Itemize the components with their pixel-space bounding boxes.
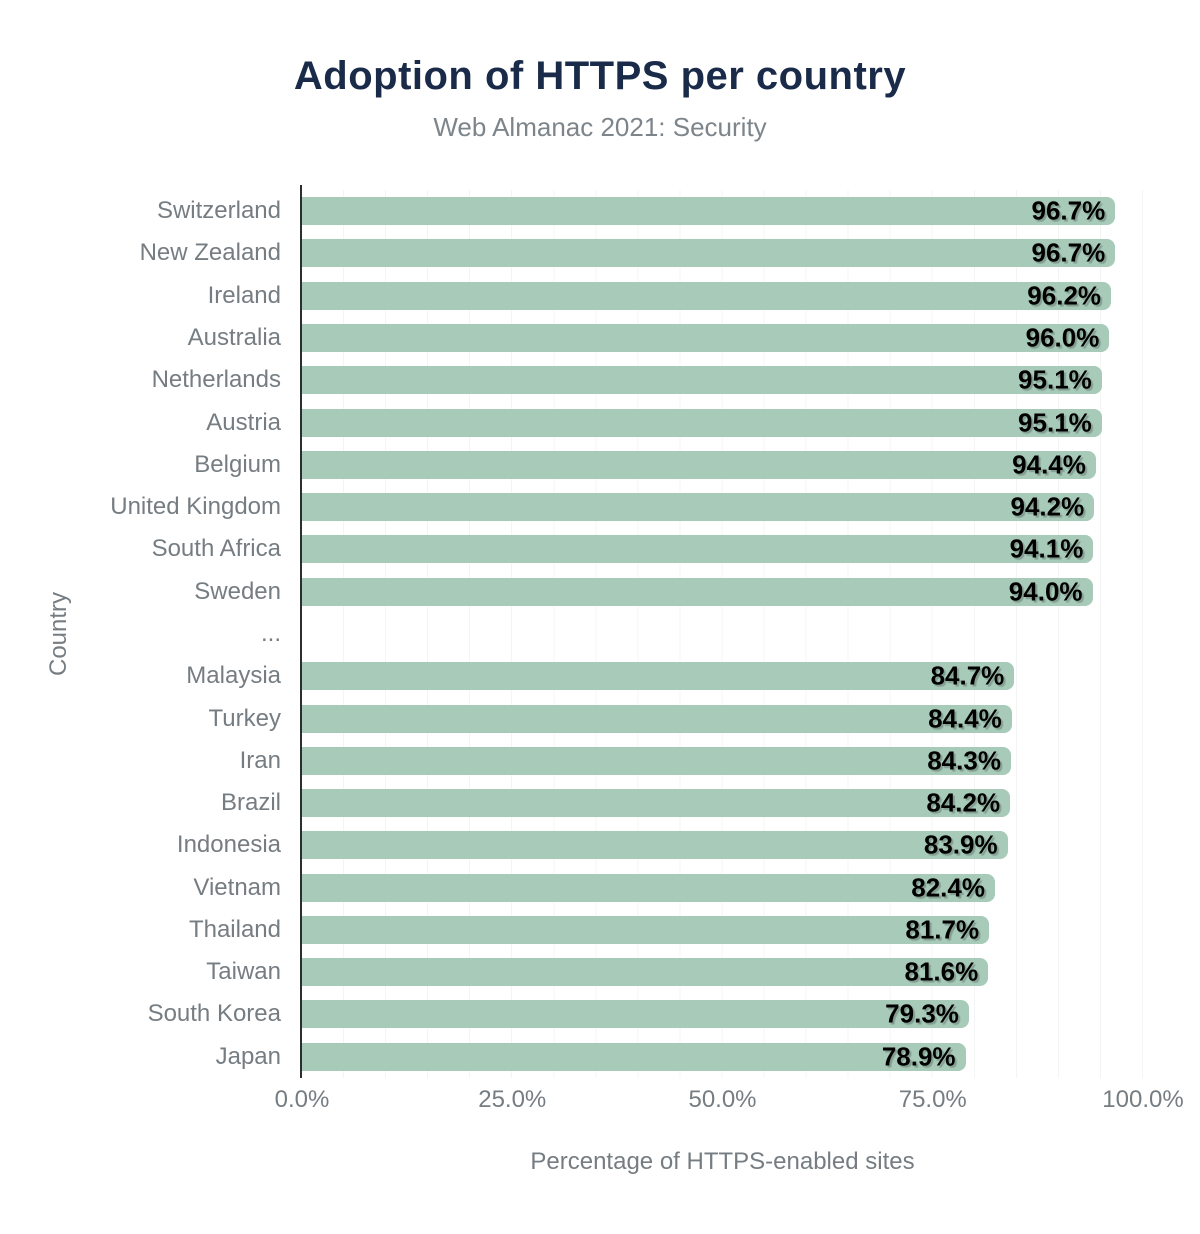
chart-title: Adoption of HTTPS per country: [293, 54, 907, 98]
bar-value-label: 84.3%: [927, 745, 1001, 776]
category-label: South Africa: [151, 535, 281, 563]
category-label: Netherlands: [151, 366, 281, 394]
category-label: Iran: [239, 746, 281, 774]
bar: 95.1%: [302, 407, 1102, 438]
bar-row: 84.2%: [302, 782, 1143, 824]
chart-subtitle: Web Almanac 2021: Security: [433, 112, 767, 142]
bar: 82.4%: [302, 872, 995, 903]
category-label: Brazil: [220, 789, 281, 817]
bar-row: 95.1%: [302, 401, 1143, 443]
bar-value-label: 96.2%: [1027, 280, 1102, 311]
category-label: Taiwan: [206, 958, 281, 986]
category-label: South Korea: [147, 1000, 281, 1028]
category-label: Switzerland: [156, 197, 281, 225]
category-label: Australia: [187, 323, 281, 351]
bar-value-label: 79.3%: [885, 998, 959, 1029]
bar-value-label: 96.7%: [1031, 237, 1106, 268]
x-axis-tick-label: 50.0%: [688, 1086, 757, 1113]
bar: 84.3%: [302, 745, 1011, 776]
bar: 94.0%: [302, 576, 1093, 607]
bar-row: 94.1%: [302, 528, 1143, 570]
bar-value-label: 82.4%: [911, 872, 985, 903]
bar-row: 84.3%: [302, 740, 1143, 782]
bar-row: 96.7%: [302, 190, 1143, 232]
bar-value-label: 81.6%: [904, 956, 979, 987]
bar-row: 84.4%: [302, 697, 1143, 739]
x-axis-tick-label: 0.0%: [274, 1086, 330, 1113]
bar-value-label: 94.4%: [1012, 449, 1086, 480]
bar-value-label: 96.7%: [1031, 195, 1106, 226]
category-label: Turkey: [208, 704, 281, 732]
bar: 79.3%: [302, 998, 969, 1029]
y-axis-line: [300, 185, 302, 1078]
bar-value-label: 96.0%: [1025, 322, 1100, 353]
bar-row: 94.2%: [302, 486, 1143, 528]
y-axis-category-labels: Switzerland New Zealand Ireland Australia Ne…: [0, 190, 292, 1078]
bar-value-label: 78.9%: [881, 1041, 956, 1072]
bar-value-label: 94.1%: [1009, 533, 1084, 564]
bar-value-label: 84.4%: [928, 703, 1002, 734]
bar: 94.4%: [302, 449, 1096, 480]
bar-value-label: 83.9%: [923, 829, 998, 860]
category-label: Austria: [206, 408, 281, 436]
bar-row: 94.0%: [302, 571, 1143, 613]
x-axis-tick-label: 75.0%: [898, 1086, 967, 1113]
bar-row: 95.1%: [302, 359, 1143, 401]
bar: 81.6%: [302, 956, 989, 987]
bar-value-label: 94.0%: [1008, 576, 1083, 607]
category-label: Thailand: [188, 915, 281, 943]
bar-row: 83.9%: [302, 824, 1143, 866]
bar: 95.1%: [302, 364, 1102, 395]
bar-row: 84.7%: [302, 655, 1143, 697]
bar: 84.7%: [302, 660, 1015, 691]
category-label: Vietnam: [193, 873, 281, 901]
bar: 96.7%: [302, 237, 1116, 268]
bar: 94.1%: [302, 533, 1094, 564]
bar-row: 82.4%: [302, 867, 1143, 909]
category-label: New Zealand: [139, 239, 281, 267]
category-label: Sweden: [194, 577, 281, 605]
bar-row: 96.2%: [302, 275, 1143, 317]
bar: 84.4%: [302, 703, 1012, 734]
bar: 78.9%: [302, 1041, 966, 1072]
bar-value-label: 95.1%: [1018, 407, 1092, 438]
bar-value-label: 81.7%: [905, 914, 980, 945]
category-label: Malaysia: [186, 662, 281, 690]
bar-value-label: 95.1%: [1018, 364, 1092, 395]
bar-value-label: 94.2%: [1010, 491, 1085, 522]
bar-row: 78.9%: [302, 1036, 1143, 1078]
bar-row: 96.7%: [302, 232, 1143, 274]
bar-value-label: 84.7%: [930, 660, 1005, 691]
bar-row: 94.4%: [302, 444, 1143, 486]
x-axis-tick-labels: 0.0% 25.0% 50.0% 75.0% 100.0%: [275, 1086, 1184, 1116]
bar-row: 81.7%: [302, 909, 1143, 951]
bar: 94.2%: [302, 491, 1095, 522]
x-axis-tick-label: 100.0%: [1102, 1086, 1184, 1113]
category-label: Belgium: [194, 450, 281, 478]
category-label: Indonesia: [176, 831, 281, 859]
category-label: Japan: [215, 1042, 281, 1070]
bar-value-label: 84.2%: [926, 787, 1001, 818]
bar-row: 81.6%: [302, 951, 1143, 993]
bar-row: [302, 613, 1143, 655]
bar: 81.7%: [302, 914, 990, 945]
bar: 96.7%: [302, 195, 1116, 226]
x-axis-title: Percentage of HTTPS-enabled sites: [530, 1148, 915, 1175]
category-label-ellipsis: ...: [260, 619, 281, 647]
x-axis-tick-label: 25.0%: [478, 1086, 547, 1113]
bar-row: 96.0%: [302, 317, 1143, 359]
category-label: United Kingdom: [110, 493, 281, 521]
bar: 96.0%: [302, 322, 1110, 353]
bar: 84.2%: [302, 787, 1011, 818]
category-label: Ireland: [207, 281, 281, 309]
plot-area: 96.7% 96.7% 96.2% 96.0% 95.1% 95.1% 94.4% 94.2%…: [302, 190, 1143, 1078]
bar: 96.2%: [302, 280, 1112, 311]
bar-row: 79.3%: [302, 993, 1143, 1035]
bar: 83.9%: [302, 829, 1008, 860]
